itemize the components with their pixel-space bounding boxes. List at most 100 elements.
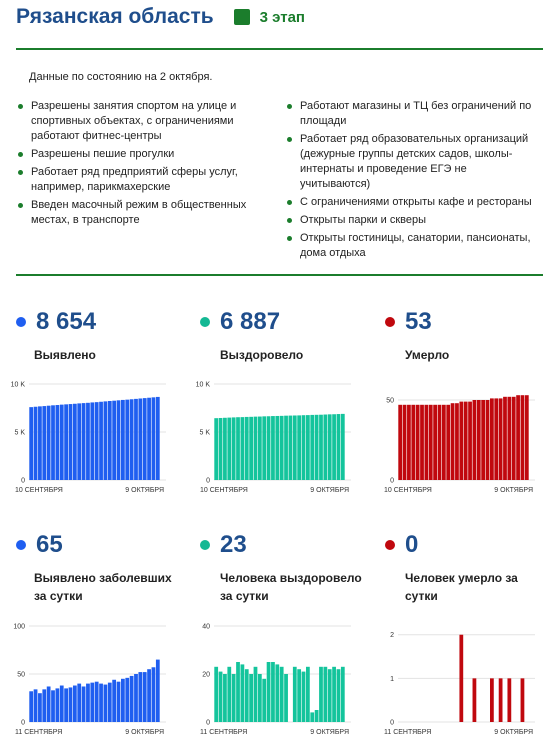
bar: [38, 406, 42, 480]
bar: [121, 399, 125, 480]
bar: [116, 681, 121, 722]
bar: [319, 666, 323, 722]
bar: [231, 674, 236, 722]
bar: [240, 664, 245, 722]
bar: [310, 712, 315, 722]
y-tick-label: 100: [13, 624, 25, 631]
bar: [407, 404, 411, 480]
dot-icon: [16, 540, 26, 550]
bar: [257, 674, 262, 722]
rules-list-left: Разрешены занятия спортом на улице и спо…: [18, 99, 258, 231]
bar: [332, 666, 336, 722]
bar: [72, 685, 77, 722]
bar: [142, 672, 147, 722]
stat-recovered: 6 887 Выздоровело: [200, 308, 303, 364]
bar: [94, 402, 99, 480]
bar: [33, 689, 38, 722]
stat-label: Выявлено заболевших за сутки: [34, 571, 172, 603]
bar: [459, 634, 464, 722]
bar: [498, 398, 503, 480]
bar: [297, 415, 302, 480]
x-tick-label: 10 СЕНТЯБРЯ: [15, 487, 63, 494]
bar: [77, 683, 82, 722]
x-tick-label: 9 ОКТЯБРЯ: [494, 487, 533, 494]
bar: [55, 405, 60, 480]
y-tick-label: 5 K: [14, 430, 25, 437]
chart-detected-total: 10 K 5 K 0 10 СЕНТЯБРЯ 9 ОКТЯБРЯ: [5, 378, 180, 500]
bar: [151, 667, 156, 722]
y-tick-label: 0: [390, 720, 394, 727]
bar: [214, 666, 219, 722]
y-tick-label: 1: [390, 676, 394, 683]
bar: [29, 691, 34, 722]
bar: [218, 417, 223, 480]
bar: [90, 682, 95, 722]
bar-chart: 100 50 0 11 СЕНТЯБРЯ 9 ОКТЯБРЯ: [13, 624, 166, 736]
bar: [223, 674, 227, 722]
stat-value: 65: [36, 531, 63, 558]
stat-detected: 8 654 Выявлено: [16, 308, 96, 364]
chart-died-daily: 2 1 0 11 СЕНТЯБРЯ 9 ОКТЯБРЯ: [374, 620, 549, 742]
bar: [284, 674, 288, 722]
bar: [336, 414, 341, 480]
bar: [476, 400, 481, 480]
bar: [481, 400, 486, 480]
bar: [516, 395, 520, 480]
bar: [42, 689, 47, 722]
bar: [463, 401, 468, 480]
dot-icon: [200, 540, 210, 550]
y-tick-label: 20: [202, 672, 210, 679]
bar: [420, 404, 424, 480]
bar: [327, 669, 332, 722]
stage-icon: [233, 9, 250, 25]
bar: [129, 675, 134, 722]
chart-recovered-daily: 40 20 0 11 СЕНТЯБРЯ 9 ОКТЯБРЯ: [190, 620, 365, 742]
bar: [494, 398, 499, 480]
bar: [94, 681, 99, 722]
y-tick-label: 0: [390, 478, 394, 485]
bar: [327, 414, 332, 480]
stat-label: Выявлено: [34, 348, 96, 362]
bar: [112, 679, 117, 722]
bar: [59, 404, 64, 480]
bar: [336, 669, 341, 722]
bar: [64, 404, 68, 480]
bar: [511, 396, 516, 480]
bar: [271, 416, 275, 480]
bar: [455, 403, 459, 480]
bar: [121, 678, 125, 722]
bar: [227, 666, 232, 722]
bar: [38, 693, 42, 722]
bar: [472, 678, 477, 722]
bar: [86, 683, 90, 722]
bar: [155, 396, 160, 480]
bar: [284, 415, 288, 480]
bar: [147, 397, 151, 480]
bar-chart: 10 K 5 K 0 10 СЕНТЯБРЯ 9 ОКТЯБРЯ: [11, 382, 166, 494]
bar: [520, 395, 525, 480]
x-tick-label: 11 СЕНТЯБРЯ: [200, 729, 247, 736]
bar: [29, 407, 34, 480]
bar: [288, 415, 293, 480]
bar: [116, 400, 121, 480]
bar: [275, 415, 280, 480]
bar: [292, 666, 297, 722]
y-tick-label: 0: [21, 720, 25, 727]
stat-label: Выздоровело: [220, 348, 304, 362]
bar: [46, 405, 51, 480]
bar: [424, 404, 429, 480]
stat-died: 53 Умерло: [385, 308, 449, 364]
dot-icon: [16, 317, 26, 327]
bar: [266, 416, 271, 480]
divider-middle: [16, 274, 543, 276]
bar: [266, 662, 271, 722]
divider-top: [16, 48, 543, 50]
bar: [125, 677, 130, 722]
bar: [314, 710, 319, 722]
bar: [340, 666, 345, 722]
chart-died-total: 50 0 10 СЕНТЯБРЯ 9 ОКТЯБРЯ: [374, 378, 549, 500]
bar: [81, 686, 86, 722]
y-tick-label: 50: [17, 672, 25, 679]
bar: [125, 399, 130, 480]
bar: [323, 414, 328, 480]
